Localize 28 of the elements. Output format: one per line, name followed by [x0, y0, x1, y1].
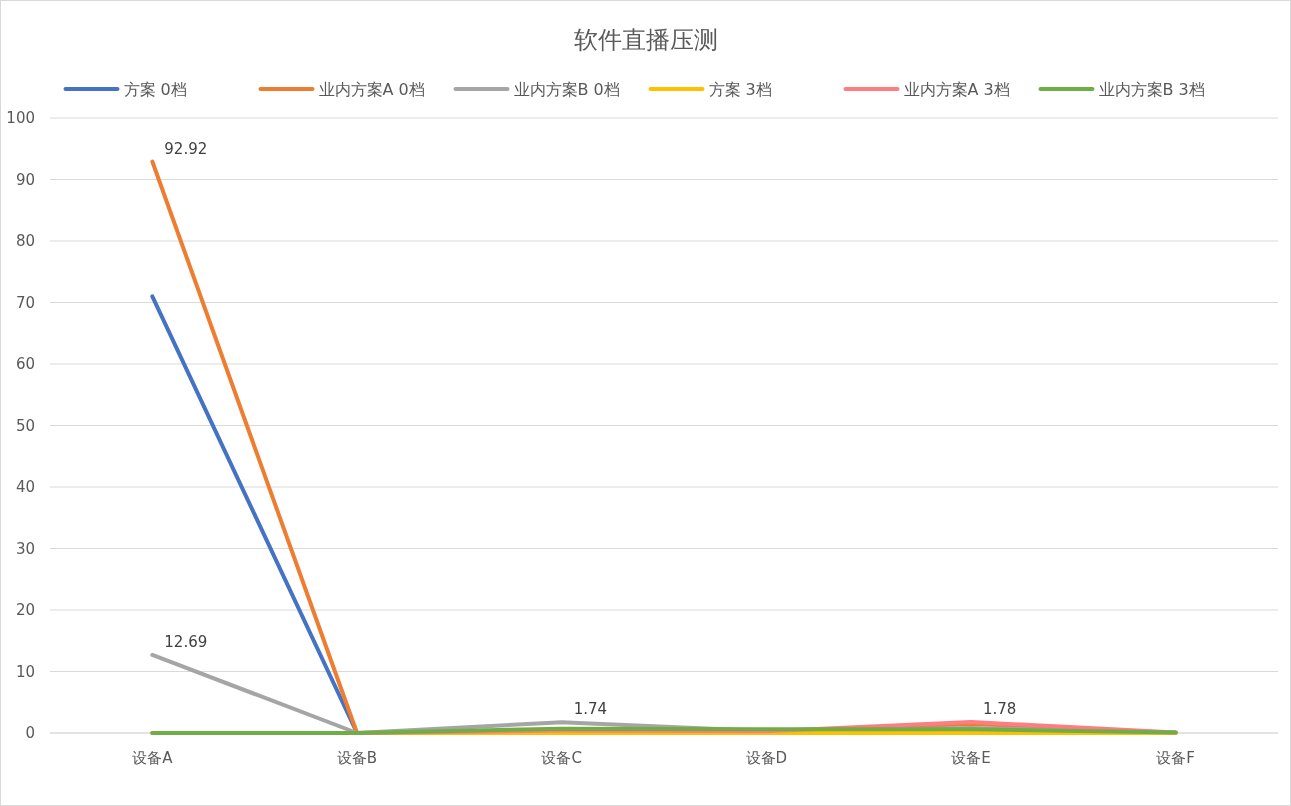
data-label: 1.78 — [983, 700, 1017, 719]
x-tick-label: 设备E — [951, 749, 991, 767]
y-tick-label: 50 — [15, 416, 35, 435]
x-tick-label: 设备D — [745, 749, 788, 767]
y-tick-label: 30 — [15, 539, 35, 558]
legend-label: 方案 3档 — [708, 80, 772, 99]
y-tick-label: 10 — [15, 662, 35, 681]
y-tick-label: 100 — [6, 109, 35, 127]
legend-label: 业内方案B 0档 — [513, 80, 620, 99]
legend-label: 方案 0档 — [123, 80, 187, 99]
chart-title: 软件直播压测 — [573, 26, 718, 54]
x-tick-label: 设备C — [541, 749, 582, 767]
legend-label: 业内方案A 0档 — [318, 80, 425, 99]
y-tick-label: 20 — [15, 601, 35, 619]
x-tick-label: 设备A — [132, 749, 174, 767]
y-tick-label: 90 — [15, 170, 35, 189]
legend-label: 业内方案A 3档 — [903, 80, 1010, 99]
y-tick-label: 40 — [15, 478, 35, 496]
data-label: 12.69 — [164, 632, 208, 651]
data-label: 92.92 — [164, 139, 208, 158]
x-tick-label: 设备F — [1156, 749, 1195, 767]
legend-label: 业内方案B 3档 — [1098, 80, 1205, 99]
x-tick-label: 设备B — [336, 749, 378, 767]
y-tick-label: 0 — [25, 724, 35, 742]
y-tick-label: 70 — [15, 293, 35, 312]
y-tick-label: 60 — [15, 355, 35, 373]
data-label: 1.74 — [573, 700, 608, 719]
y-tick-label: 80 — [15, 232, 35, 250]
